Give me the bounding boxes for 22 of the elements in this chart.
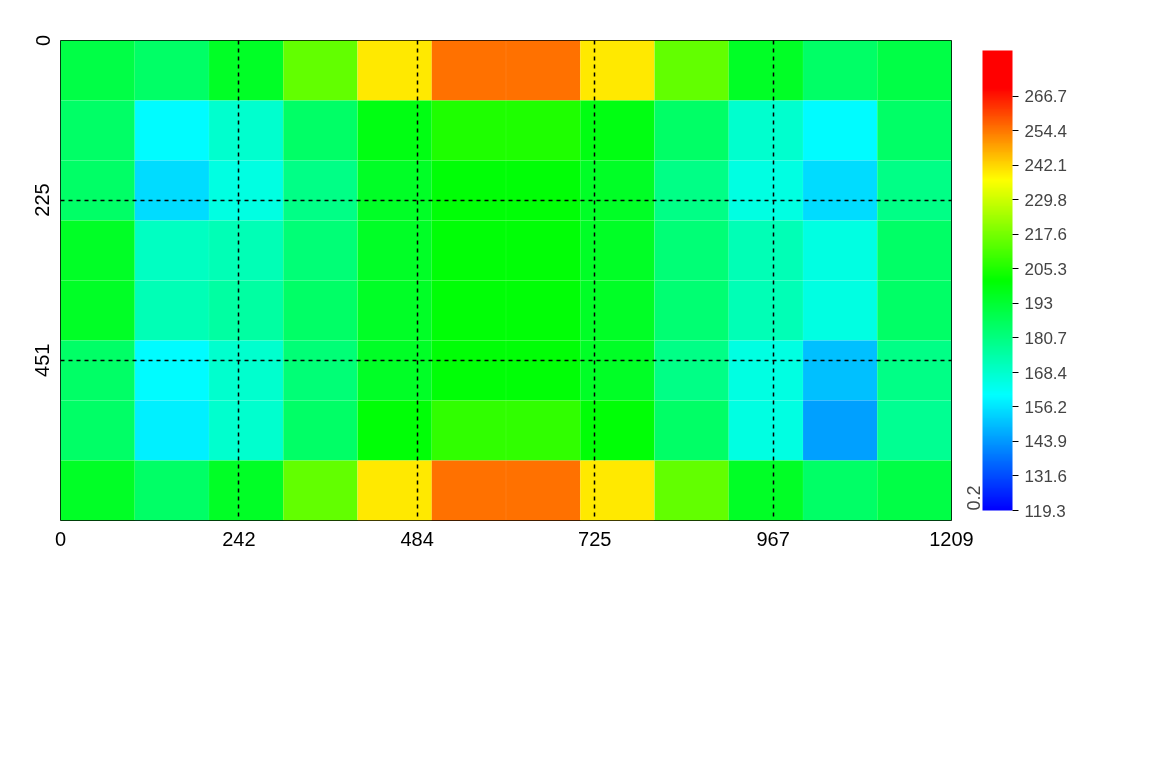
color-bar-label: 193 [1024, 294, 1053, 314]
color-bar-label: 143.9 [1024, 432, 1068, 452]
x-tick-label: 725 [578, 527, 612, 550]
x-tick-label: 484 [400, 527, 434, 550]
x-tick-label: 242 [222, 527, 256, 550]
color-bar-label: 229.8 [1024, 190, 1068, 210]
y-tick-label: 451 [31, 343, 54, 377]
x-tick-label: 1209 [929, 527, 974, 550]
color-bar-label: 254.4 [1024, 121, 1068, 141]
color-bar-label: 217.6 [1024, 225, 1068, 245]
color-bar-label: 242.1 [1024, 156, 1068, 176]
x-tick-label: 967 [756, 527, 790, 550]
y-tick-label: 0 [31, 34, 54, 47]
color-bar-label: 131.6 [1024, 466, 1068, 486]
color-bar-label: 119.3 [1024, 501, 1066, 521]
color-bar-title: 0.2 [963, 485, 984, 511]
color-bar-label: 180.7 [1024, 328, 1068, 348]
color-bar-label: 156.2 [1024, 397, 1068, 417]
color-bar-label: 205.3 [1024, 259, 1068, 279]
y-tick-label: 225 [31, 183, 54, 217]
color-bar-label: 168.4 [1024, 363, 1068, 383]
color-bar-label: 266.7 [1024, 87, 1068, 107]
